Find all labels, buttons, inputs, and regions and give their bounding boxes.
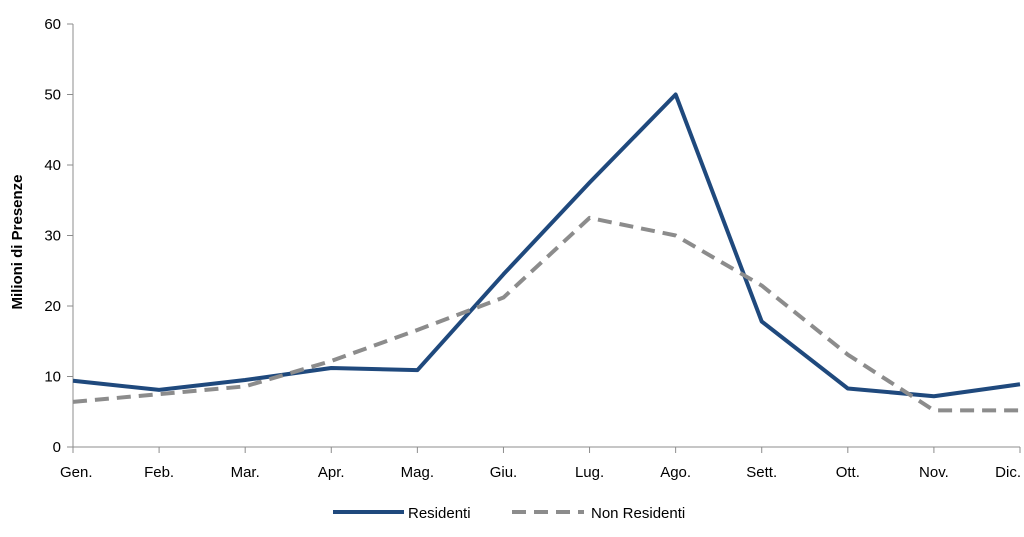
x-tick-label: Giu.	[490, 464, 518, 481]
x-tick-label: Sett.	[746, 464, 777, 481]
y-tick-label: 30	[44, 228, 61, 245]
x-tick-label: Ago.	[660, 464, 691, 481]
legend-label: Non Residenti	[591, 505, 685, 522]
x-tick-label: Mag.	[401, 464, 434, 481]
x-tick-label: Lug.	[575, 464, 604, 481]
x-tick-label: Dic.	[995, 464, 1021, 481]
series-line-residenti	[73, 95, 1020, 397]
x-tick-label: Mar.	[231, 464, 260, 481]
y-tick-label: 60	[44, 16, 61, 33]
x-tick-label: Apr.	[318, 464, 345, 481]
x-tick-label: Ott.	[836, 464, 860, 481]
x-tick-label: Feb.	[144, 464, 174, 481]
y-tick-label: 40	[44, 157, 61, 174]
y-tick-label: 10	[44, 369, 61, 386]
axes: 0 10 20 30 40 50 60 Gen. Feb. Mar. Apr. Mag. Giu. Lug…	[44, 16, 1021, 481]
legend-label: Residenti	[408, 505, 471, 522]
legend: Residenti Non Residenti	[333, 505, 685, 522]
y-tick-label: 0	[53, 439, 61, 456]
x-tick-label: Gen.	[60, 464, 93, 481]
y-axis-title: Milioni di Presenze	[9, 174, 26, 309]
y-tick-label: 20	[44, 298, 61, 315]
y-tick-label: 50	[44, 87, 61, 104]
x-tick-label: Nov.	[919, 464, 949, 481]
series-lines	[73, 94, 1020, 410]
